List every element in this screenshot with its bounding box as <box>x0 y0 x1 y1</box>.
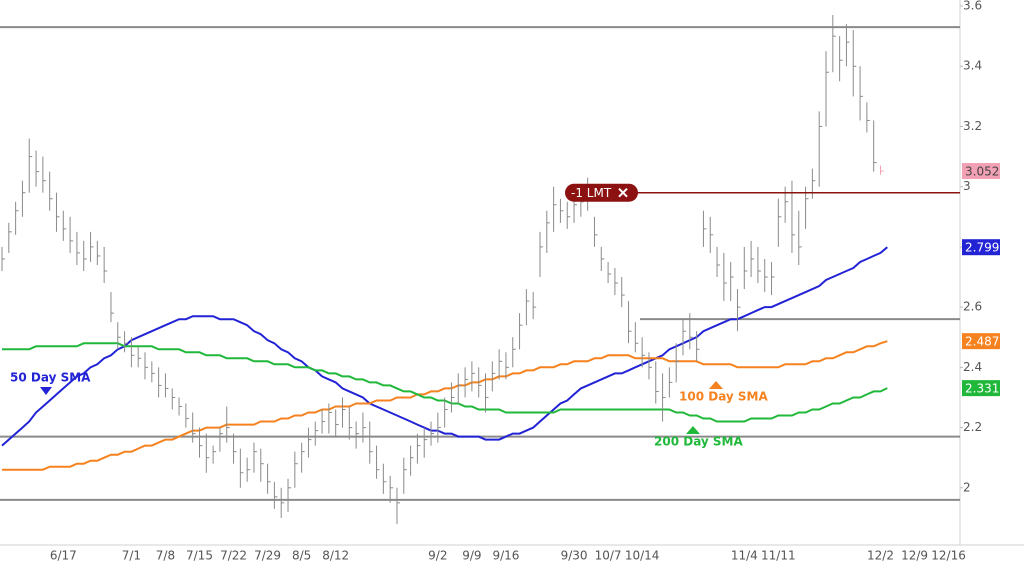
sma-badge: 2.331 <box>965 382 999 396</box>
y-tick-label: 3.6 <box>963 0 982 13</box>
x-tick-label: 7/29 <box>254 549 281 563</box>
x-tick-label: 9/16 <box>492 549 519 563</box>
sma-badge-bg <box>962 333 1000 350</box>
order-cancel[interactable] <box>618 187 628 198</box>
sma-annotation: 200 Day SMA <box>654 435 744 449</box>
sma-line <box>1 246 888 447</box>
y-tick-label: 3.2 <box>963 119 982 133</box>
x-tick-label: 7/22 <box>220 549 247 563</box>
sma-marker <box>709 381 723 389</box>
sma-marker <box>40 387 52 395</box>
x-tick-label: 8/12 <box>322 549 349 563</box>
x-tick-label: 7/15 <box>186 549 213 563</box>
y-tick-label: 2.2 <box>963 420 982 434</box>
sma-annotation: 100 Day SMA <box>679 390 769 404</box>
sma-badge-bg <box>962 380 1000 397</box>
x-tick-label: 8/5 <box>292 549 311 563</box>
x-tick-label: 9/9 <box>462 549 481 563</box>
x-tick-label: 10/7 <box>595 549 622 563</box>
x-tick-label: 12/2 <box>867 549 894 563</box>
x-tick-label: 6/17 <box>50 549 77 563</box>
x-tick-label: 12/16 <box>931 549 966 563</box>
sma-line <box>2 340 888 471</box>
last-price-badge-bg <box>962 163 1000 180</box>
x-tick-label: 10/14 <box>625 549 660 563</box>
x-tick-label: 7/8 <box>156 549 175 563</box>
sma-badge-bg <box>962 239 1000 256</box>
x-tick-label: 9/30 <box>561 549 588 563</box>
sma-marker <box>686 426 700 434</box>
x-tick-label: 9/2 <box>428 549 447 563</box>
sma-annotation: 50 Day SMA <box>10 371 91 385</box>
order-label: -1 LMT <box>571 186 612 200</box>
y-tick-label: 3 <box>963 179 971 193</box>
x-tick-label: 11/11 <box>761 549 796 563</box>
y-tick-label: 2.4 <box>963 360 982 374</box>
y-tick-label: 2 <box>963 480 971 494</box>
x-tick-label: 7/1 <box>122 549 141 563</box>
sma-badge: 2.487 <box>965 335 999 349</box>
sma-badge: 2.799 <box>965 241 999 255</box>
x-tick-label: 11/4 <box>731 549 758 563</box>
x-tick-label: 12/9 <box>901 549 928 563</box>
y-tick-label: 2.6 <box>963 300 982 314</box>
last-price-badge: 3.052 <box>965 165 999 179</box>
y-tick-label: 3.4 <box>963 59 982 73</box>
